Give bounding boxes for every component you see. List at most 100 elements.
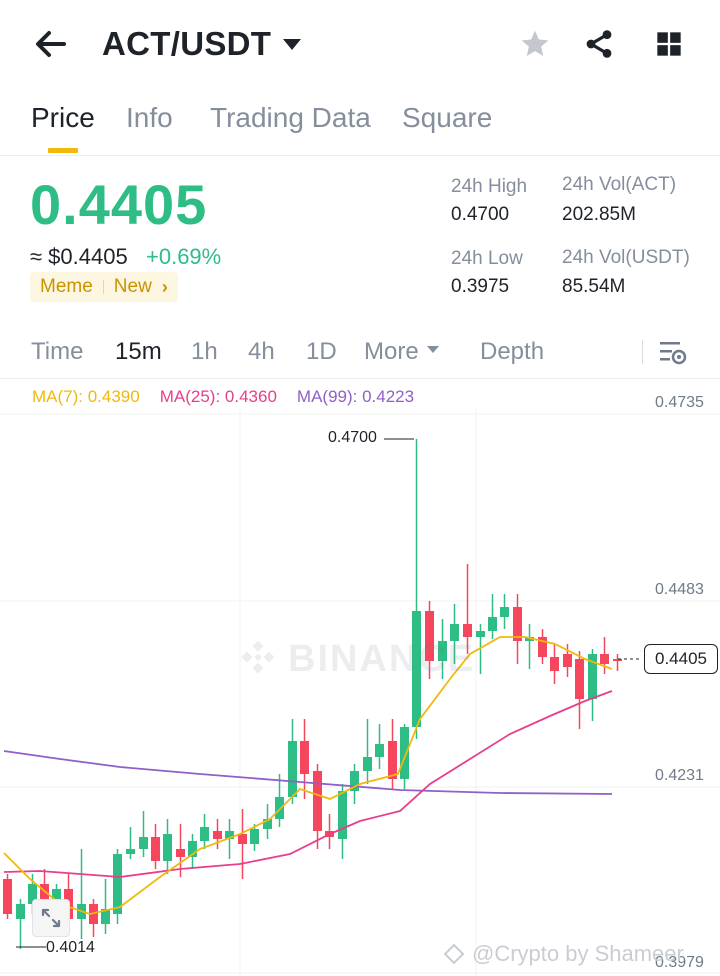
candle-body [476, 631, 485, 637]
candle-body [101, 909, 110, 924]
candle-body [563, 654, 572, 667]
top-bar: ACT/USDT [0, 0, 720, 90]
candle-body [139, 837, 148, 849]
candle-body [400, 727, 409, 779]
interval-1d[interactable]: 1D [306, 338, 337, 365]
vol-quote-label: 24h Vol(USDT) [562, 247, 690, 268]
interval-4h[interactable]: 4h [248, 338, 275, 365]
expand-icon [41, 908, 61, 928]
candle-body [288, 741, 297, 797]
candle-body [313, 771, 322, 831]
candle-body [525, 637, 534, 641]
vol-quote-value: 85.54M [562, 276, 626, 297]
credit-text: @Crypto by Shameer [472, 941, 684, 966]
active-tab-indicator [48, 148, 78, 153]
interval-more-label: More [364, 338, 419, 365]
candle-body [588, 654, 597, 699]
chart-settings-icon[interactable] [656, 336, 688, 368]
candle-body [425, 611, 434, 661]
candle-body [438, 641, 447, 661]
tag-divider [102, 280, 104, 294]
current-price-tag: 0.4405 [644, 644, 718, 674]
candle-body [52, 889, 61, 899]
candle-body [300, 741, 309, 774]
back-arrow-icon [36, 31, 66, 57]
candle-body [513, 607, 522, 641]
candle-body [363, 757, 372, 771]
chart-canvas[interactable] [0, 379, 720, 976]
candle-body [250, 829, 259, 844]
low-marker-label: 0.4014 [46, 939, 95, 956]
axis-label: 0.4735 [655, 394, 704, 411]
candle-body [463, 624, 472, 637]
high-label: 24h High [451, 176, 528, 197]
back-button[interactable] [30, 24, 70, 64]
axis-label: 0.4231 [655, 767, 704, 784]
candle-body [275, 797, 284, 819]
ma25-label: MA(25): 0.4360 [159, 387, 277, 406]
favorite-button[interactable] [515, 24, 555, 64]
candle-body [263, 819, 272, 829]
candle-body [163, 834, 172, 861]
candle-body [388, 741, 397, 779]
candle-body [500, 607, 509, 617]
watermark-text: BINANCE [288, 637, 476, 680]
ma7-label: MA(7): 0.4390 [32, 387, 140, 406]
tab-price[interactable]: Price [31, 102, 95, 133]
share-button[interactable] [579, 24, 619, 64]
candle-body [213, 831, 222, 839]
share-icon [586, 30, 612, 58]
axis-label: 0.4483 [655, 581, 704, 598]
high-value: 0.4700 [451, 204, 510, 225]
interval-more[interactable]: More [364, 338, 439, 366]
main-tabs: Price Info Trading Data Square [0, 92, 720, 156]
interval-1h[interactable]: 1h [191, 338, 218, 365]
candle-body [538, 637, 547, 657]
interval-time[interactable]: Time [31, 338, 84, 365]
pair-name: ACT/USDT [102, 25, 272, 62]
last-price: 0.4405 [30, 173, 208, 236]
candle-body [488, 617, 497, 631]
candle-body [600, 654, 609, 664]
interval-bar: Time 15m 1h 4h 1D More Depth [0, 330, 720, 374]
ma-legend: MA(7): 0.4390 MA(25): 0.4360 MA(99): 0.4… [32, 387, 414, 407]
pair-selector[interactable]: ACT/USDT [102, 24, 302, 64]
interval-depth[interactable]: Depth [480, 338, 545, 365]
ma99-label: MA(99): 0.4223 [296, 387, 415, 406]
menu-button[interactable] [649, 24, 689, 64]
credit-watermark: @Crypto by Shameer [442, 941, 684, 967]
vol-base-value: 202.85M [562, 204, 636, 225]
candle-body [412, 611, 421, 727]
expand-chart-button[interactable] [32, 899, 70, 937]
binance-watermark: BINANCE [236, 637, 475, 681]
candle-body [575, 659, 584, 699]
tag-new[interactable]: New [113, 276, 152, 297]
high-marker-label: 0.4700 [328, 429, 377, 446]
caret-down-icon [426, 346, 439, 354]
tab-square[interactable]: Square [402, 102, 493, 133]
candlestick-chart[interactable]: BINANCE MA(7): 0.4390 MA(25): 0.4360 MA(… [0, 378, 720, 976]
chevron-right-icon[interactable]: › [161, 276, 168, 297]
candle-body [350, 771, 359, 791]
binance-logo-icon [241, 640, 275, 674]
ma7-line [3, 636, 613, 915]
interval-15m[interactable]: 15m [115, 338, 162, 365]
candle-body [550, 657, 559, 671]
tab-trading-data[interactable]: Trading Data [210, 102, 371, 133]
candle-body [200, 827, 209, 841]
tab-info[interactable]: Info [126, 102, 173, 133]
price-change: +0.69% [146, 244, 222, 269]
vol-base-label: 24h Vol(ACT) [562, 174, 677, 195]
usd-price: ≈ $0.4405 [30, 244, 128, 269]
candle-body [176, 849, 185, 857]
caret-down-icon [283, 38, 302, 50]
candle-body [450, 624, 459, 641]
candle-body [151, 837, 160, 861]
candle-body [238, 834, 247, 844]
candle-body [188, 841, 197, 857]
tag-meme[interactable]: Meme [40, 276, 93, 297]
axis-label: 0.3979 [655, 954, 704, 971]
tag-list: Meme New › [30, 272, 178, 302]
candle-body [613, 659, 622, 661]
candle-body [3, 879, 12, 914]
